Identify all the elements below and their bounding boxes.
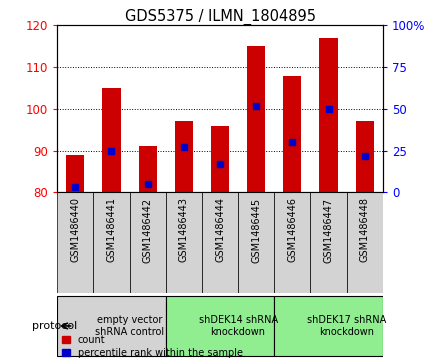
Text: GSM1486447: GSM1486447 [323, 197, 334, 262]
Bar [274, 296, 383, 356]
Bar [211, 126, 229, 192]
Text: GSM1486440: GSM1486440 [70, 197, 80, 262]
Text: GSM1486442: GSM1486442 [143, 197, 153, 262]
Bar [283, 76, 301, 192]
Title: GDS5375 / ILMN_1804895: GDS5375 / ILMN_1804895 [125, 9, 315, 25]
Bar [93, 192, 129, 293]
Bar [311, 192, 347, 293]
Bar [129, 192, 166, 293]
Bar [347, 192, 383, 293]
Text: empty vector
shRNA control: empty vector shRNA control [95, 315, 164, 337]
Text: GSM1486445: GSM1486445 [251, 197, 261, 262]
Text: shDEK17 shRNA
knockdown: shDEK17 shRNA knockdown [307, 315, 386, 337]
Bar [175, 121, 193, 192]
Text: GSM1486446: GSM1486446 [287, 197, 297, 262]
Text: GSM1486444: GSM1486444 [215, 197, 225, 262]
Text: GSM1486441: GSM1486441 [106, 197, 117, 262]
Bar [57, 296, 166, 356]
Bar [57, 192, 93, 293]
Bar [139, 147, 157, 192]
Bar [356, 121, 374, 192]
Bar [274, 192, 311, 293]
Bar [202, 192, 238, 293]
Text: GSM1486443: GSM1486443 [179, 197, 189, 262]
Bar [166, 192, 202, 293]
Text: GSM1486448: GSM1486448 [360, 197, 370, 262]
Bar [238, 192, 274, 293]
Legend: count, percentile rank within the sample: count, percentile rank within the sample [62, 335, 242, 358]
Bar [66, 155, 84, 192]
Bar [319, 38, 337, 192]
Bar [103, 88, 121, 192]
Bar [166, 296, 274, 356]
Text: protocol: protocol [32, 321, 77, 331]
Bar [247, 46, 265, 192]
Text: shDEK14 shRNA
knockdown: shDEK14 shRNA knockdown [198, 315, 278, 337]
